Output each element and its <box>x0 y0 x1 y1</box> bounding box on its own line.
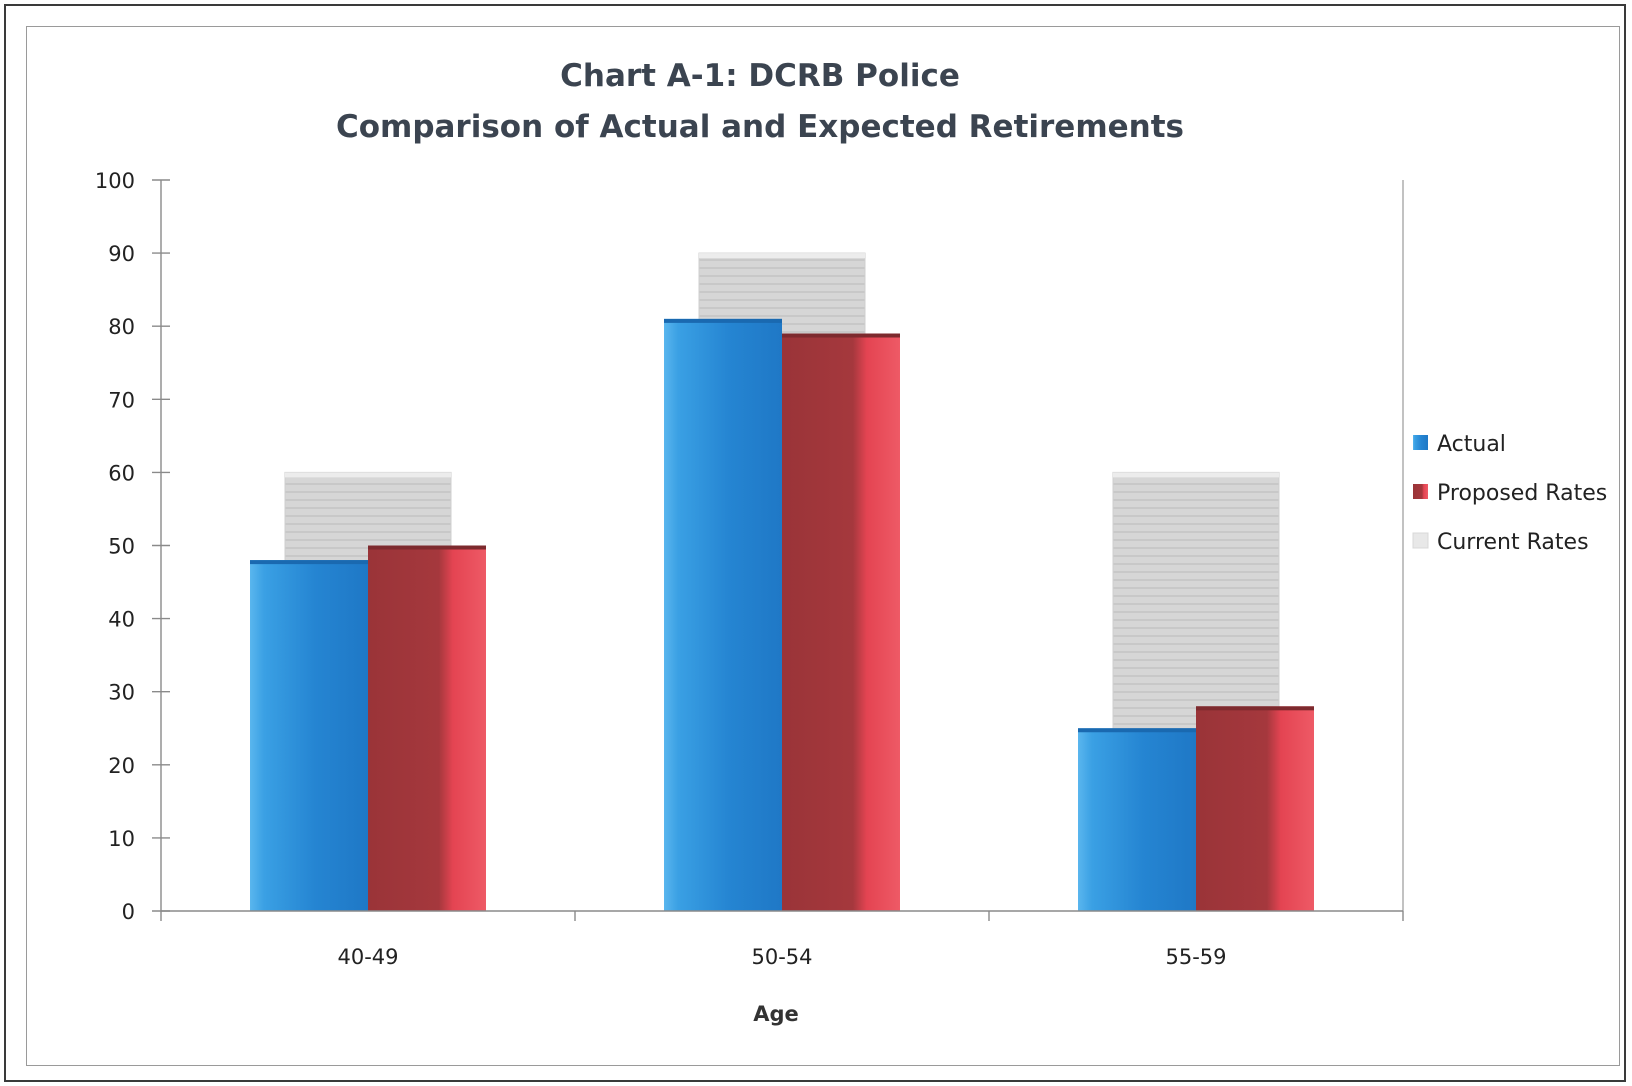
bar-actual <box>250 560 368 911</box>
bar-proposed-rates <box>368 545 486 911</box>
x-category-label: 40-49 <box>337 945 398 969</box>
bar-proposed-rates <box>1196 706 1314 911</box>
bar-proposed-rates-cap <box>1196 706 1314 711</box>
bar-proposed-rates-cap <box>782 333 900 338</box>
bar-actual <box>1078 728 1196 911</box>
bar-actual-cap <box>250 560 368 565</box>
y-tick-label: 0 <box>122 900 135 924</box>
chart-title-line1: Chart A-1: DCRB Police <box>560 58 960 94</box>
y-tick-label: 10 <box>108 827 135 851</box>
y-tick-label: 50 <box>108 535 135 559</box>
bar-proposed-rates-cap <box>368 545 486 550</box>
axes: 0 10 20 30 40 50 60 70 80 90 100 40-49 50-54 55-59 <box>95 169 1404 969</box>
bar-actual-cap <box>1078 728 1196 733</box>
bar-group <box>250 252 1314 912</box>
x-category-label: 55-59 <box>1165 945 1226 969</box>
x-category-label: 50-54 <box>751 945 812 969</box>
y-tick-label: 100 <box>95 169 135 193</box>
legend-swatch <box>1413 484 1428 499</box>
x-axis-title: Age <box>753 1002 799 1026</box>
legend-label: Proposed Rates <box>1437 481 1607 506</box>
chart-outer-frame <box>4 4 1626 1082</box>
y-tick-label: 30 <box>108 681 135 705</box>
legend-label: Current Rates <box>1437 530 1589 555</box>
legend: Actual Proposed Rates Current Rates <box>1412 432 1607 555</box>
legend-swatch <box>1413 435 1428 450</box>
chart-title-line2: Comparison of Actual and Expected Retire… <box>336 109 1184 145</box>
y-tick-label: 20 <box>108 754 135 778</box>
legend-swatch <box>1412 532 1429 549</box>
y-tick-label: 40 <box>108 608 135 632</box>
bar-current-rates-cap <box>285 472 451 478</box>
bar-proposed-rates <box>782 333 900 911</box>
legend-label: Actual <box>1437 432 1506 457</box>
y-tick-label: 90 <box>108 242 135 266</box>
y-tick-label: 60 <box>108 461 135 485</box>
bar-current-rates-cap <box>1113 472 1279 478</box>
bar-actual-cap <box>664 318 782 323</box>
bar-current-rates-cap <box>699 253 865 259</box>
bar-actual <box>664 318 782 911</box>
y-tick-label: 80 <box>108 315 135 339</box>
chart-inner-frame <box>26 26 1620 1066</box>
y-tick-label: 70 <box>108 388 135 412</box>
